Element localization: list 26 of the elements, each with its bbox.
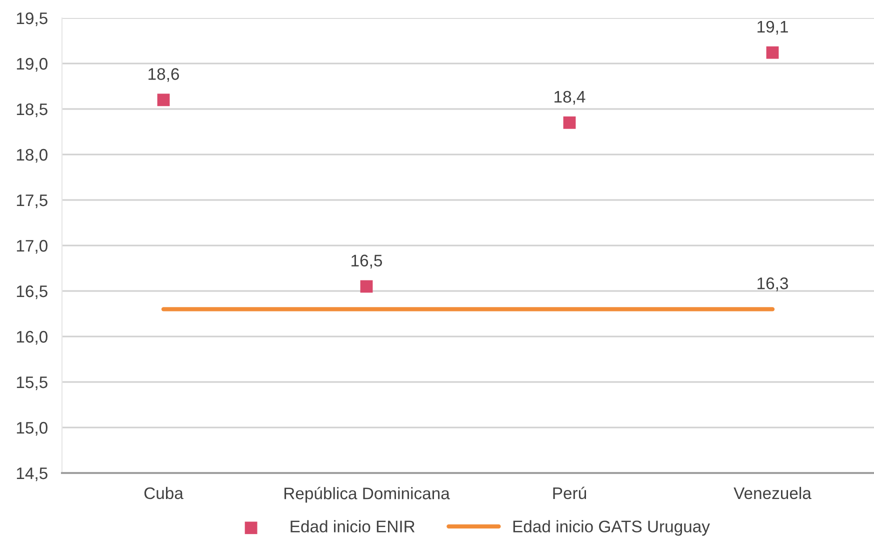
y-tick-label: 16,0 (16, 330, 48, 345)
y-tick-label: 16,5 (16, 285, 48, 300)
data-label: 16,3 (758, 277, 788, 292)
y-tick-label: 17,5 (16, 194, 48, 208)
point (766, 46, 779, 59)
y-tick-label: 15,5 (16, 376, 48, 390)
y-tick-label: 19,0 (16, 58, 48, 72)
y-tick-label: 18,5 (16, 103, 48, 118)
data-label: 16,5 (352, 254, 382, 268)
y-tick-label: 19,5 (16, 12, 48, 26)
y-tick-label: 15,0 (16, 422, 48, 436)
x-tick-label: Cuba (144, 486, 184, 500)
point (360, 280, 373, 293)
data-label: 18,6 (148, 68, 179, 82)
y-tick-label: 17,0 (16, 240, 48, 254)
y-tick-label: 14,5 (16, 468, 48, 482)
y-tick-label: 18,0 (16, 148, 48, 163)
legend-label: Edad inicio ENIR (290, 520, 415, 532)
x-tick-label: Venezuela (734, 486, 812, 500)
data-label: 18,4 (554, 90, 586, 105)
point (157, 94, 170, 106)
x-tick-label: Perú (553, 486, 586, 500)
point (563, 116, 576, 129)
legend-label: Edad inicio GATS Uruguay (513, 520, 710, 536)
data-label: 19,1 (758, 20, 788, 35)
x-tick-label: República Dominicana (284, 486, 450, 503)
